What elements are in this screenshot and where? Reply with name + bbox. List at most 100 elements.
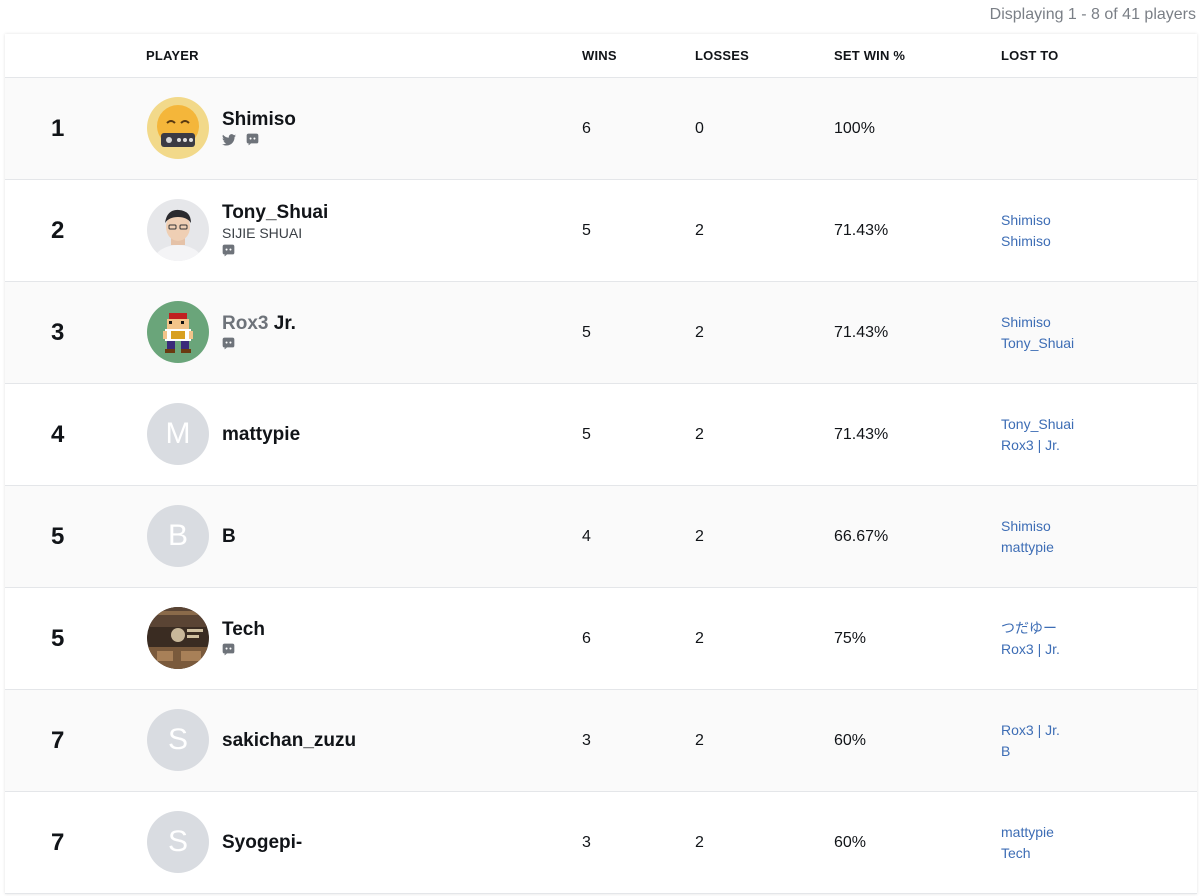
player-name[interactable]: Syogepi- — [222, 832, 302, 854]
standings-table: PLAYER WINS LOSSES SET WIN % LOST TO 1 Sh… — [5, 34, 1197, 894]
table-row[interactable]: 5 Tech 6 2 75% つだゆー Rox3 | Jr. — [5, 588, 1197, 690]
lost-to-link[interactable]: Tech — [1001, 844, 1031, 861]
lost-to-list: Rox3 | Jr. B — [1001, 690, 1060, 791]
table-row[interactable]: 5 B B 4 2 66.67% Shimiso mattypie — [5, 486, 1197, 588]
avatar[interactable]: B — [147, 505, 209, 567]
twitter-icon[interactable] — [222, 133, 236, 151]
player-gamertag: sakichan_zuzu — [222, 729, 357, 751]
discord-icon[interactable] — [222, 244, 235, 262]
set-win-value: 100% — [834, 119, 875, 137]
avatar[interactable] — [147, 199, 209, 261]
player-gamertag: mattypie — [222, 423, 301, 445]
player-name[interactable]: Tech — [222, 619, 265, 641]
avatar[interactable] — [147, 97, 209, 159]
lost-to-link[interactable]: mattypie — [1001, 823, 1054, 840]
table-row[interactable]: 7 S Syogepi- 3 2 60% mattypie Tech — [5, 792, 1197, 894]
wins-value: 5 — [582, 425, 591, 443]
table-row[interactable]: 2 Tony_Shuai SIJIE SHUAI 5 2 71.43% Shimiso Shi… — [5, 180, 1197, 282]
losses-value: 0 — [695, 119, 704, 137]
player-info: sakichan_zuzu — [222, 690, 356, 791]
wins-value: 5 — [582, 221, 591, 239]
player-info: B — [222, 486, 236, 587]
set-win-value: 71.43% — [834, 425, 889, 443]
player-gamertag: Syogepi- — [222, 831, 303, 853]
discord-icon[interactable] — [222, 643, 235, 661]
social-links — [222, 337, 296, 355]
rank-number: 1 — [51, 114, 65, 142]
player-gamertag: Shimiso — [222, 108, 296, 130]
lost-to-link[interactable]: つだゆー — [1001, 619, 1057, 636]
losses-value: 2 — [695, 629, 704, 647]
player-info: Tony_Shuai SIJIE SHUAI — [222, 180, 328, 281]
player-name[interactable]: Shimiso — [222, 109, 296, 131]
player-name[interactable]: mattypie — [222, 424, 300, 446]
avatar[interactable]: S — [147, 709, 209, 771]
losses-value: 2 — [695, 221, 704, 239]
lost-to-link[interactable]: Rox3 | Jr. — [1001, 721, 1060, 738]
table-row[interactable]: 1 Shimiso 6 0 100% — [5, 78, 1197, 180]
losses-value: 2 — [695, 731, 704, 749]
discord-icon[interactable] — [222, 337, 235, 355]
avatar-initial: B — [167, 519, 188, 552]
social-links — [222, 643, 265, 661]
lost-to-link[interactable]: Tony_Shuai — [1001, 334, 1075, 351]
lost-to-list: Tony_Shuai Rox3 | Jr. — [1001, 384, 1074, 485]
rank-number: 7 — [51, 828, 65, 856]
rank-number: 2 — [51, 216, 65, 244]
lost-to-list: mattypie Tech — [1001, 792, 1054, 893]
player-info: Shimiso — [222, 78, 296, 179]
table-row[interactable]: 3 Rox3 Jr. 5 2 71.43% Shimiso Tony_Shuai — [5, 282, 1197, 384]
avatar[interactable] — [147, 301, 209, 363]
player-info: Syogepi- — [222, 792, 302, 893]
lost-to-link[interactable]: B — [1001, 742, 1011, 759]
lost-to-link[interactable]: Shimiso — [1001, 211, 1051, 228]
lost-to-link[interactable]: Tony_Shuai — [1001, 415, 1075, 432]
lost-to-link[interactable]: Shimiso — [1001, 313, 1051, 330]
wins-value: 3 — [582, 731, 591, 749]
lost-to-list: つだゆー Rox3 | Jr. — [1001, 588, 1060, 689]
set-win-value: 75% — [834, 629, 867, 647]
avatar-initial: S — [167, 723, 188, 756]
avatar[interactable]: S — [147, 811, 209, 873]
lost-to-list: Shimiso Shimiso — [1001, 180, 1051, 281]
header-losses: LOSSES — [695, 48, 749, 63]
player-name[interactable]: B — [222, 526, 236, 548]
player-name[interactable]: Tony_Shuai — [222, 202, 328, 224]
player-name[interactable]: Rox3 Jr. — [222, 313, 296, 335]
avatar[interactable]: M — [147, 403, 209, 465]
wins-value: 3 — [582, 833, 591, 851]
avatar-initial: S — [167, 825, 188, 858]
set-win-value: 60% — [834, 731, 867, 749]
avatar[interactable] — [147, 607, 209, 669]
player-gamertag: Tony_Shuai — [222, 201, 329, 223]
losses-value: 2 — [695, 323, 704, 341]
top-bar: Displaying 1 - 8 of 41 players — [0, 0, 1200, 30]
social-links — [222, 133, 296, 151]
lost-to-link[interactable]: mattypie — [1001, 538, 1054, 555]
set-win-value: 71.43% — [834, 323, 889, 341]
set-win-value: 60% — [834, 833, 867, 851]
lost-to-link[interactable]: Rox3 | Jr. — [1001, 640, 1060, 657]
display-count: Displaying 1 - 8 of 41 players — [989, 6, 1196, 23]
lost-to-link[interactable]: Rox3 | Jr. — [1001, 436, 1060, 453]
player-gamertag: Jr. — [273, 312, 296, 334]
lost-to-link[interactable]: Shimiso — [1001, 517, 1051, 534]
table-header: PLAYER WINS LOSSES SET WIN % LOST TO — [5, 34, 1197, 78]
player-gamertag: Tech — [222, 618, 265, 640]
losses-value: 2 — [695, 425, 704, 443]
header-set-win: SET WIN % — [834, 48, 906, 63]
wins-value: 5 — [582, 323, 591, 341]
rank-number: 5 — [51, 522, 65, 550]
player-name[interactable]: sakichan_zuzu — [222, 730, 356, 752]
rank-number: 4 — [51, 420, 65, 448]
wins-value: 4 — [582, 527, 591, 545]
header-player: PLAYER — [146, 48, 199, 63]
losses-value: 2 — [695, 833, 704, 851]
lost-to-link[interactable]: Shimiso — [1001, 232, 1051, 249]
player-prefix: Rox3 — [222, 312, 269, 334]
lost-to-list: Shimiso mattypie — [1001, 486, 1054, 587]
player-info: mattypie — [222, 384, 300, 485]
discord-icon[interactable] — [246, 133, 259, 151]
